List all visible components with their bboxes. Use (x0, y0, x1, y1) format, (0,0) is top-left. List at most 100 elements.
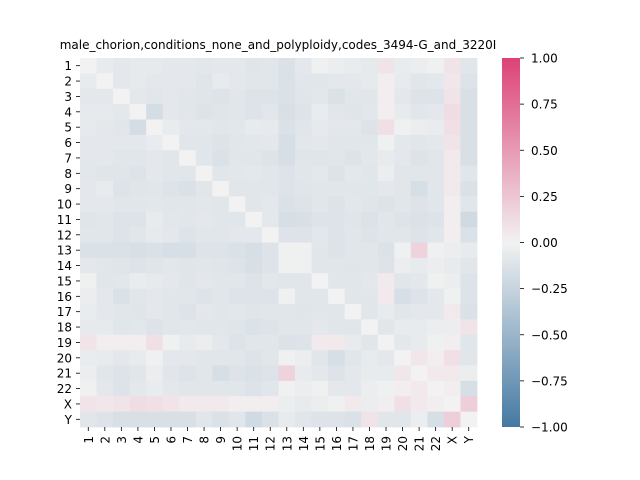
heatmap-cell-2-14 (295, 73, 312, 90)
heatmap-cell-3-17 (344, 88, 362, 105)
heatmap-cell-2-19 (377, 73, 395, 90)
heatmap-cell-21-15 (311, 365, 329, 382)
heatmap-cell-4-9 (212, 104, 230, 120)
heatmap-cell-17-10 (228, 304, 246, 320)
colorbar (502, 58, 520, 427)
heatmap-cell-10-4 (129, 196, 147, 213)
heatmap-cell-8-2 (96, 165, 114, 182)
heatmap-cell-13-22 (427, 242, 445, 259)
heatmap-cell-14-Y (460, 257, 478, 274)
heatmap-cell-13-20 (394, 242, 412, 259)
heatmap-cell-8-22 (427, 165, 445, 182)
heatmap-cell-16-14 (295, 288, 312, 305)
heatmap-cell-2-2 (96, 73, 114, 90)
heatmap-cell-18-21 (410, 319, 428, 336)
heatmap-cell-4-6 (162, 104, 180, 120)
heatmap-cell-12-15 (311, 227, 329, 243)
heatmap-cell-15-11 (245, 273, 263, 290)
heatmap-cell-18-4 (129, 319, 147, 336)
row-label: 9 (64, 182, 72, 196)
heatmap-cell-6-4 (129, 134, 147, 151)
heatmap-cell-Y-11 (245, 411, 263, 428)
row-label: 6 (64, 136, 72, 150)
heatmap-cell-16-20 (394, 288, 412, 305)
heatmap-cell-11-6 (162, 211, 180, 228)
heatmap-cell-21-8 (195, 365, 213, 382)
heatmap-cell-10-2 (96, 196, 114, 213)
heatmap-cell-10-5 (146, 196, 164, 213)
heatmap-cell-9-12 (261, 181, 279, 197)
heatmap-cell-7-9 (212, 150, 230, 167)
heatmap-cell-3-15 (311, 88, 329, 105)
heatmap-cell-17-3 (113, 304, 131, 320)
heatmap-cell-14-1 (80, 257, 97, 274)
heatmap-cell-13-7 (179, 242, 197, 259)
heatmap-cell-18-11 (245, 319, 263, 336)
column-label: 9 (214, 436, 228, 444)
heatmap-cell-22-2 (96, 380, 114, 397)
heatmap-cell-4-22 (427, 104, 445, 120)
heatmap-cell-17-2 (96, 304, 114, 320)
heatmap-cell-4-Y (460, 104, 478, 120)
column-label: 21 (413, 436, 427, 451)
heatmap-cell-11-20 (394, 211, 412, 228)
column-label: 10 (231, 436, 245, 451)
heatmap-cell-19-12 (261, 334, 279, 351)
heatmap-cell-11-3 (113, 211, 131, 228)
heatmap-cell-10-8 (195, 196, 213, 213)
heatmap-cell-X-X (443, 396, 461, 413)
heatmap-cell-13-19 (377, 242, 395, 259)
row-label: 8 (64, 167, 72, 181)
heatmap-cell-7-11 (245, 150, 263, 167)
heatmap-cell-12-8 (195, 227, 213, 243)
heatmap-cell-10-13 (278, 196, 296, 213)
heatmap-cell-13-5 (146, 242, 164, 259)
heatmap-cell-12-2 (96, 227, 114, 243)
heatmap-cell-14-22 (427, 257, 445, 274)
heatmap-cell-22-18 (361, 380, 379, 397)
heatmap-cell-14-16 (328, 257, 346, 274)
heatmap-cell-3-4 (129, 88, 147, 105)
heatmap-cell-16-11 (245, 288, 263, 305)
column-label: 8 (198, 436, 212, 444)
heatmap-cell-20-4 (129, 350, 147, 366)
heatmap-cell-X-1 (80, 396, 97, 413)
heatmap-cell-12-19 (377, 227, 395, 243)
heatmap-cell-16-8 (195, 288, 213, 305)
heatmap-cell-19-18 (361, 334, 379, 351)
heatmap-cell-13-11 (245, 242, 263, 259)
heatmap-cell-7-12 (261, 150, 279, 167)
heatmap-cell-5-10 (228, 119, 246, 136)
heatmap-cell-Y-18 (361, 411, 379, 428)
row-label: 17 (57, 305, 72, 319)
row-label: 22 (57, 382, 72, 396)
heatmap-cell-3-Y (460, 88, 478, 105)
heatmap-cell-Y-12 (261, 411, 279, 428)
heatmap-cell-6-X (443, 134, 461, 151)
heatmap-cell-6-16 (328, 134, 346, 151)
heatmap-cell-15-3 (113, 273, 131, 290)
heatmap-cell-6-20 (394, 134, 412, 151)
heatmap-cell-13-21 (410, 242, 428, 259)
heatmap-cell-16-9 (212, 288, 230, 305)
heatmap-cell-13-13 (278, 242, 296, 259)
heatmap-cell-10-3 (113, 196, 131, 213)
heatmap-cell-1-19 (377, 58, 395, 74)
heatmap-cell-2-7 (179, 73, 197, 90)
heatmap-cell-16-21 (410, 288, 428, 305)
heatmap-cell-12-7 (179, 227, 197, 243)
heatmap-cell-17-15 (311, 304, 329, 320)
heatmap-cell-2-16 (328, 73, 346, 90)
heatmap-cell-22-15 (311, 380, 329, 397)
heatmap-cell-7-13 (278, 150, 296, 167)
heatmap-cell-6-14 (295, 134, 312, 151)
heatmap-cell-9-5 (146, 181, 164, 197)
heatmap-cell-17-4 (129, 304, 147, 320)
heatmap-cell-X-17 (344, 396, 362, 413)
heatmap-cell-X-9 (212, 396, 230, 413)
heatmap-cell-4-2 (96, 104, 114, 120)
heatmap-cell-16-Y (460, 288, 478, 305)
heatmap-cell-19-X (443, 334, 461, 351)
heatmap-cell-22-21 (410, 380, 428, 397)
colorbar-tick-label: 0.00 (531, 236, 558, 250)
